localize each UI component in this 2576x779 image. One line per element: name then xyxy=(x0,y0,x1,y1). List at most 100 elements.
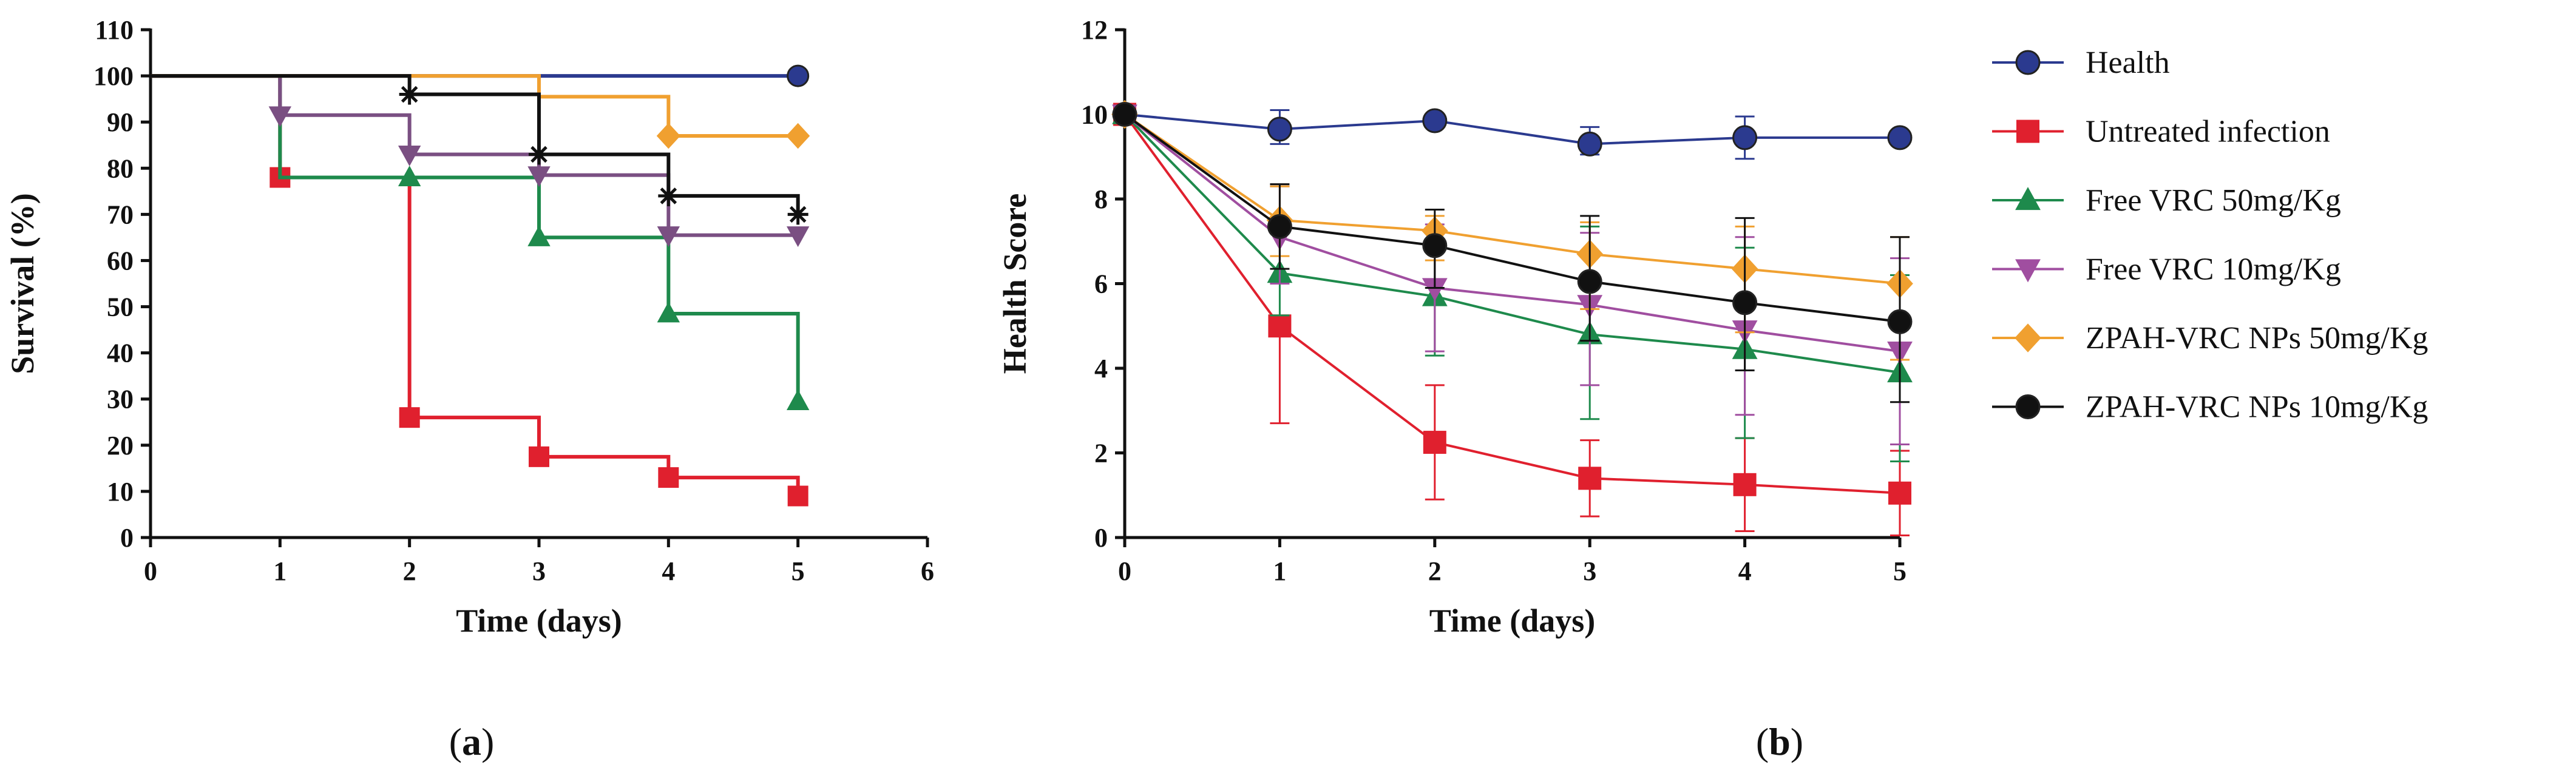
a-y-tick-label: 0 xyxy=(120,523,134,553)
legend-label-untreated-infection: Untreated infection xyxy=(2086,115,2330,149)
a-point-free-vrc-10mg-kg xyxy=(657,226,680,248)
a-point-free-vrc-50mg-kg xyxy=(527,225,551,246)
a-x-tick-label: 0 xyxy=(144,556,157,586)
b-x-tick-label: 4 xyxy=(1738,556,1752,586)
a-point-untreated-infection xyxy=(399,407,420,428)
b-point-zpah-vrc-nps-10mg-kg xyxy=(1577,269,1602,294)
b-x-tick-label: 3 xyxy=(1583,556,1596,586)
b-point-free-vrc-10mg-kg xyxy=(1422,278,1448,302)
b-point-health xyxy=(1267,116,1292,142)
legend-marker-zpah-vrc-nps-10mg-kg xyxy=(2015,394,2041,419)
a-point-untreated-infection xyxy=(658,467,679,488)
b-line-untreated-infection xyxy=(1124,113,1900,494)
b-series-free-vrc-50mg-kg xyxy=(1112,101,1913,462)
b-x-tick-label: 1 xyxy=(1273,556,1286,586)
a-point-zpah-vrc-nps-10mg-kg-stroke xyxy=(789,206,807,223)
a-x-tick-label: 2 xyxy=(403,556,416,586)
b-line-zpah-vrc-nps-50mg-kg xyxy=(1124,113,1900,285)
legend-label-zpah-vrc-nps-50mg-kg: ZPAH-VRC NPs 50mg/Kg xyxy=(2086,321,2428,356)
legend-marker-untreated-infection xyxy=(2016,120,2039,143)
b-x-axis-title: Time (days) xyxy=(1429,602,1596,639)
b-point-untreated-infection xyxy=(1733,473,1757,496)
a-point-zpah-vrc-nps-50mg-kg xyxy=(656,123,680,149)
legend-marker-free-vrc-50mg-kg xyxy=(2015,187,2041,211)
a-point-zpah-vrc-nps-10mg-kg xyxy=(658,185,679,206)
a-point-zpah-vrc-nps-10mg-kg-stroke xyxy=(660,187,677,204)
a-series-zpah-vrc-nps-50mg-kg xyxy=(151,74,810,149)
legend-marker-free-vrc-10mg-kg xyxy=(2015,259,2041,283)
a-point-zpah-vrc-nps-10mg-kg-stroke xyxy=(530,146,547,163)
b-line-free-vrc-50mg-kg xyxy=(1124,113,1900,374)
a-y-tick-label: 70 xyxy=(107,200,134,229)
b-series-health xyxy=(1112,102,1913,160)
a-point-free-vrc-50mg-kg xyxy=(398,165,421,186)
a-point-free-vrc-10mg-kg xyxy=(398,145,421,166)
b-point-zpah-vrc-nps-10mg-kg xyxy=(1267,214,1292,239)
b-line-zpah-vrc-nps-10mg-kg xyxy=(1124,113,1900,323)
a-point-zpah-vrc-nps-50mg-kg xyxy=(786,123,810,149)
a-step-line-zpah-vrc-nps-10mg-kg xyxy=(151,74,800,215)
a-x-tick-label: 3 xyxy=(532,556,546,586)
legend-item-untreated-infection: Untreated infection xyxy=(1992,115,2330,149)
a-point-zpah-vrc-nps-10mg-kg-stroke xyxy=(401,86,418,103)
panel-label-a: (a) xyxy=(449,720,495,763)
legend-label-free-vrc-10mg-kg: Free VRC 10mg/Kg xyxy=(2086,252,2341,287)
a-x-tick-label: 6 xyxy=(921,556,934,586)
a-point-zpah-vrc-nps-10mg-kg xyxy=(529,144,549,165)
b-series-untreated-infection xyxy=(1113,103,1911,537)
a-point-free-vrc-50mg-kg xyxy=(657,302,680,323)
legend-item-health: Health xyxy=(1992,46,2170,80)
b-point-health xyxy=(1577,131,1602,157)
b-x-tick-label: 2 xyxy=(1428,556,1442,586)
b-point-zpah-vrc-nps-10mg-kg xyxy=(1112,102,1137,127)
legend-item-zpah-vrc-nps-10mg-kg: ZPAH-VRC NPs 10mg/Kg xyxy=(1992,390,2428,425)
b-x-tick-label: 5 xyxy=(1893,556,1907,586)
a-point-health xyxy=(787,64,810,87)
a-point-zpah-vrc-nps-10mg-kg xyxy=(399,84,420,105)
b-line-free-vrc-10mg-kg xyxy=(1124,113,1900,353)
a-series-zpah-vrc-nps-10mg-kg xyxy=(151,74,808,225)
a-point-free-vrc-50mg-kg xyxy=(786,389,810,410)
b-line-health xyxy=(1124,113,1900,146)
legend-label-zpah-vrc-nps-10mg-kg: ZPAH-VRC NPs 10mg/Kg xyxy=(2086,390,2428,425)
a-point-untreated-infection xyxy=(529,446,549,467)
b-y-tick-label: 6 xyxy=(1094,269,1108,299)
b-y-tick-label: 8 xyxy=(1094,184,1108,214)
a-series-free-vrc-50mg-kg xyxy=(151,74,810,410)
a-y-tick-label: 90 xyxy=(107,107,134,137)
b-point-untreated-infection xyxy=(1578,467,1602,490)
b-y-tick-label: 4 xyxy=(1094,354,1108,383)
legend-item-zpah-vrc-nps-50mg-kg: ZPAH-VRC NPs 50mg/Kg xyxy=(1992,321,2428,356)
b-point-untreated-infection xyxy=(1423,431,1446,454)
a-y-tick-label: 100 xyxy=(93,61,134,91)
a-y-tick-label: 80 xyxy=(107,153,134,183)
b-y-tick-label: 12 xyxy=(1081,15,1108,45)
a-x-tick-label: 4 xyxy=(662,556,675,586)
b-point-health xyxy=(1422,108,1448,133)
legend-item-free-vrc-10mg-kg: Free VRC 10mg/Kg xyxy=(1992,252,2341,287)
a-step-line-free-vrc-50mg-kg xyxy=(151,74,800,402)
a-y-axis-title: Survival (%) xyxy=(4,193,41,374)
b-point-health xyxy=(1887,125,1913,150)
b-x-tick-label: 0 xyxy=(1118,556,1131,586)
a-point-free-vrc-10mg-kg xyxy=(527,166,551,187)
a-y-tick-label: 10 xyxy=(107,477,134,507)
b-point-zpah-vrc-nps-10mg-kg xyxy=(1732,290,1758,315)
a-y-tick-label: 60 xyxy=(107,246,134,275)
b-point-untreated-infection xyxy=(1268,314,1292,338)
b-point-untreated-infection xyxy=(1888,481,1911,505)
a-point-free-vrc-10mg-kg xyxy=(786,226,810,248)
b-y-tick-label: 2 xyxy=(1094,439,1108,468)
legend-label-free-vrc-50mg-kg: Free VRC 50mg/Kg xyxy=(2086,183,2341,218)
b-series-zpah-vrc-nps-10mg-kg xyxy=(1112,102,1913,403)
a-step-line-untreated-infection xyxy=(151,74,800,496)
panel-label-b: (b) xyxy=(1756,720,1803,763)
a-x-tick-label: 1 xyxy=(273,556,286,586)
b-y-tick-label: 0 xyxy=(1094,523,1108,553)
a-y-tick-label: 30 xyxy=(107,385,134,414)
a-series-free-vrc-10mg-kg xyxy=(151,74,810,248)
legend-marker-health xyxy=(2015,50,2041,75)
